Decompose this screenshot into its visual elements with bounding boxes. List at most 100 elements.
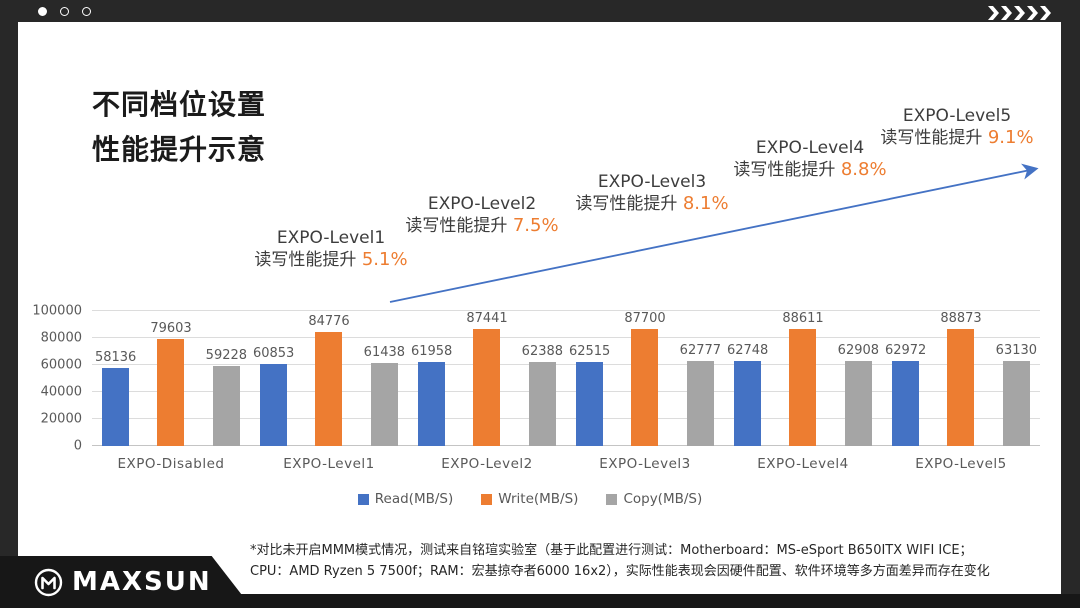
bar-value-label: 62777 [679, 343, 722, 359]
bar-value-label: 87700 [624, 311, 666, 326]
annotation-text: 读写性能提升 [575, 194, 683, 214]
bar-group: 58136 79603 59228 [92, 311, 250, 446]
bar-group: 62748 88611 62908 [724, 311, 882, 446]
gridline [92, 337, 1040, 338]
annotation-expo-level1: EXPO-Level1 读写性能提升 5.1% [211, 227, 451, 271]
bar-column: 62908 [838, 311, 879, 446]
annotation-title: EXPO-Level5 [902, 106, 1012, 126]
frame-left-edge [0, 0, 18, 608]
legend-swatch-icon [606, 493, 618, 505]
bar-value-label: 62388 [521, 343, 564, 359]
annotation-title: EXPO-Level2 [427, 194, 537, 214]
trend-arrow-icon [385, 158, 1050, 317]
legend-label: Read(MB/S) [374, 491, 454, 507]
bar-value-label: 63130 [995, 342, 1038, 358]
bar-column: 62515 [569, 311, 610, 446]
brand-logo-text: MAXSUN [72, 567, 212, 597]
legend-swatch-icon [357, 493, 369, 505]
bar-value-label: 88873 [940, 311, 982, 326]
bar-column: 62748 [727, 311, 768, 446]
bar-write [789, 329, 817, 446]
annotation-text: 读写性能提升 [405, 216, 513, 236]
bar-value-label: 62515 [568, 343, 611, 359]
annotation-percent: 9.1% [987, 127, 1034, 148]
annotation-expo-level2: EXPO-Level2 读写性能提升 7.5% [362, 193, 602, 237]
bar-copy [686, 361, 714, 446]
x-axis-category-label: EXPO-Disabled [117, 456, 225, 472]
gridline [92, 391, 1040, 392]
bar-value-label: 62748 [726, 343, 769, 359]
bar-column: 62972 [885, 311, 926, 446]
footnote-line2: CPU：AMD Ryzen 5 7500f；RAM：宏基掠夺者6000 16x2… [250, 564, 990, 579]
bar-read [418, 362, 446, 446]
y-axis: 0 20000 40000 60000 80000 100000 [20, 304, 82, 454]
bar-column: 59228 [206, 311, 247, 446]
annotation-title: EXPO-Level1 [276, 228, 386, 248]
bar-column: 62388 [522, 311, 563, 446]
bar-group: 60853 84776 61438 [250, 311, 408, 446]
bar-group: 62515 87700 62777 [566, 311, 724, 446]
bar-value-label: 79603 [150, 320, 192, 336]
maxsun-m-icon [34, 568, 63, 596]
y-axis-tick-label: 0 [73, 438, 82, 454]
legend-item: Copy(MB/S) [606, 491, 702, 507]
bar-read [260, 363, 288, 446]
bar-copy [844, 361, 872, 446]
bar-column: 58136 [95, 311, 136, 446]
bar-read [734, 361, 762, 446]
x-axis-category-label: EXPO-Level2 [441, 456, 533, 472]
annotation-percent: 7.5% [512, 215, 559, 236]
annotation-expo-level3: EXPO-Level3 读写性能提升 8.1% [532, 171, 772, 215]
bar-column: 88611 [782, 311, 824, 446]
bar-write [631, 329, 659, 446]
bar-column: 61438 [364, 311, 405, 446]
legend-swatch-icon [481, 493, 493, 505]
frame-bottom-bar [0, 594, 1080, 608]
page-title-line1: 不同档位设置 [92, 88, 267, 121]
bar-group: 61958 87441 62388 [408, 311, 566, 446]
slide-indicator-dot[interactable] [82, 7, 91, 16]
page-title-line2: 性能提升示意 [92, 133, 267, 166]
bar-write [157, 338, 185, 446]
annotation-title: EXPO-Level4 [755, 138, 865, 158]
bar-column: 60853 [253, 311, 294, 446]
bar-column: 63130 [996, 311, 1037, 446]
slide-indicator-dot-active[interactable] [38, 7, 47, 16]
bar-column: 88873 [940, 311, 982, 446]
bar-group: 62972 88873 63130 [882, 311, 1040, 446]
y-axis-tick-label: 20000 [40, 411, 82, 427]
y-axis-tick-label: 60000 [40, 357, 82, 373]
y-axis-tick-label: 80000 [40, 330, 82, 346]
bar-value-label: 84776 [308, 313, 350, 329]
gridline [92, 310, 1040, 311]
legend-item: Read(MB/S) [357, 491, 454, 507]
frame-top-bar [0, 0, 1080, 22]
annotation-text: 读写性能提升 [880, 128, 988, 148]
gridline [92, 445, 1040, 446]
bar-copy [370, 363, 398, 446]
x-axis-category-label: EXPO-Level4 [757, 456, 849, 472]
y-axis-tick-label: 40000 [40, 384, 82, 400]
bar-value-label: 88611 [782, 311, 824, 326]
annotation-expo-level4: EXPO-Level4 读写性能提升 8.8% [690, 137, 930, 181]
bar-value-label: 62972 [884, 343, 927, 358]
bar-read [102, 367, 130, 446]
slide-indicator-dot[interactable] [60, 7, 69, 16]
x-axis-category-label: EXPO-Level1 [283, 456, 375, 472]
bar-value-label: 61438 [363, 345, 406, 361]
bar-column: 87700 [624, 311, 666, 446]
annotation-title: EXPO-Level3 [597, 172, 707, 192]
bar-write [947, 329, 975, 446]
annotation-text: 读写性能提升 [733, 160, 841, 180]
forward-chevrons-icon[interactable] [988, 5, 1052, 24]
x-axis-category-label: EXPO-Level3 [599, 456, 691, 472]
x-axis: EXPO-Disabled EXPO-Level1 EXPO-Level2 EXPO-… [92, 456, 1040, 472]
slide-indicator-dots [38, 7, 91, 16]
bar-column: 62777 [680, 311, 721, 446]
y-axis-tick-label: 100000 [32, 303, 82, 319]
bar-copy [1002, 360, 1030, 446]
legend-label: Write(MB/S) [498, 491, 579, 507]
bar-write [473, 329, 501, 446]
bar-column: 79603 [150, 311, 192, 446]
